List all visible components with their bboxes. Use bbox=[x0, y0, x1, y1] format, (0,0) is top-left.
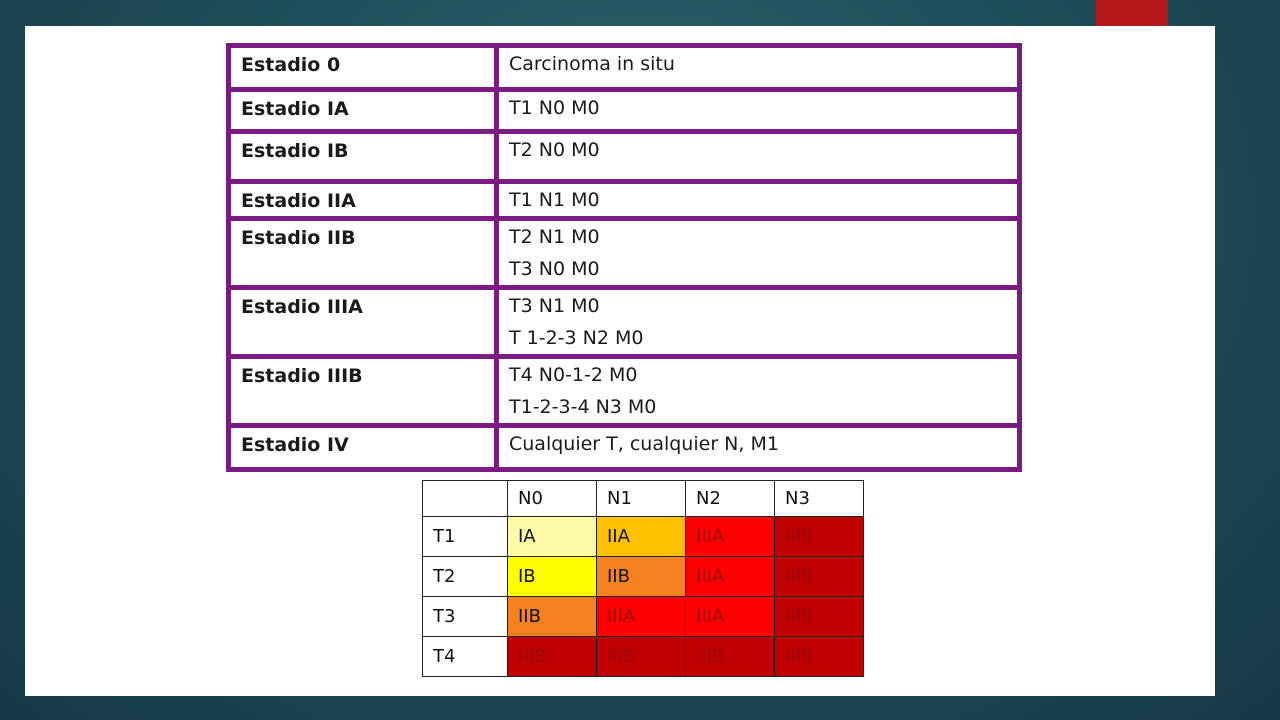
matrix-corner-cell bbox=[422, 480, 508, 517]
stage-tnm: Cualquier T, cualquier N, M1 bbox=[494, 423, 1022, 472]
staging-table: Estadio 0 Carcinoma in situ Estadio IA T1 N… bbox=[226, 43, 1022, 472]
stage-name: Estadio IA bbox=[226, 87, 499, 134]
accent-tab bbox=[1096, 0, 1168, 26]
matrix-row: T2 IB IIB IIIA IIIB bbox=[422, 556, 864, 597]
matrix-row-header: T1 bbox=[422, 516, 508, 557]
tnm-line: T3 N1 M0 bbox=[509, 295, 600, 317]
matrix-row: T3 IIB IIIA IIIA IIIB bbox=[422, 596, 864, 637]
matrix-cell: IIIA bbox=[685, 516, 775, 557]
staging-row: Estadio IIB T2 N1 M0 T3 N0 M0 bbox=[226, 216, 1022, 290]
tnm-line: T3 N0 M0 bbox=[509, 258, 600, 280]
matrix-cell: IIA bbox=[596, 516, 686, 557]
matrix-cell: IIB bbox=[507, 596, 597, 637]
matrix-cell: IIIB bbox=[596, 636, 686, 677]
matrix-row-header: T4 bbox=[422, 636, 508, 677]
staging-row: Estadio IIIA T3 N1 M0 T 1-2-3 N2 M0 bbox=[226, 285, 1022, 359]
matrix-col-header: N2 bbox=[685, 480, 775, 517]
stage-name: Estadio IIA bbox=[226, 179, 499, 221]
stage-name: Estadio IIB bbox=[226, 216, 499, 290]
staging-row: Estadio IIA T1 N1 M0 bbox=[226, 179, 1022, 221]
matrix-col-header: N0 bbox=[507, 480, 597, 517]
stage-tnm: T1 N0 M0 bbox=[494, 87, 1022, 134]
matrix-col-header: N1 bbox=[596, 480, 686, 517]
matrix-cell: IIIB bbox=[774, 516, 864, 557]
matrix-cell: IIIB bbox=[774, 636, 864, 677]
stage-name: Estadio IB bbox=[226, 129, 499, 184]
staging-row: Estadio IA T1 N0 M0 bbox=[226, 87, 1022, 134]
matrix-cell: IIIB bbox=[774, 596, 864, 637]
matrix-cell: IIIA bbox=[685, 596, 775, 637]
tnm-line: T1 N1 M0 bbox=[509, 189, 600, 211]
stage-tnm: T2 N1 M0 T3 N0 M0 bbox=[494, 216, 1022, 290]
staging-row: Estadio IB T2 N0 M0 bbox=[226, 129, 1022, 184]
stage-name: Estadio IV bbox=[226, 423, 499, 472]
stage-tnm: T2 N0 M0 bbox=[494, 129, 1022, 184]
tnm-line: T2 N1 M0 bbox=[509, 226, 600, 248]
tnm-line: Cualquier T, cualquier N, M1 bbox=[509, 433, 779, 455]
stage-name: Estadio 0 bbox=[226, 43, 499, 92]
matrix-cell: IA bbox=[507, 516, 597, 557]
tnm-line: Carcinoma in situ bbox=[509, 53, 675, 75]
stage-tnm: T4 N0-1-2 M0 T1-2-3-4 N3 M0 bbox=[494, 354, 1022, 428]
matrix-row: T4 IIIB IIIB IIIB IIIB bbox=[422, 636, 864, 677]
staging-row: Estadio 0 Carcinoma in situ bbox=[226, 43, 1022, 92]
tnm-line: T 1-2-3 N2 M0 bbox=[509, 327, 644, 349]
matrix-cell: IB bbox=[507, 556, 597, 597]
matrix-cell: IIB bbox=[596, 556, 686, 597]
stage-tnm: T1 N1 M0 bbox=[494, 179, 1022, 221]
matrix-header-row: N0 N1 N2 N3 bbox=[422, 480, 864, 517]
stage-tnm: T3 N1 M0 T 1-2-3 N2 M0 bbox=[494, 285, 1022, 359]
matrix-cell: IIIA bbox=[596, 596, 686, 637]
tnm-line: T1-2-3-4 N3 M0 bbox=[509, 396, 657, 418]
matrix-row: T1 IA IIA IIIA IIIB bbox=[422, 516, 864, 557]
matrix-row-header: T2 bbox=[422, 556, 508, 597]
tnm-matrix: N0 N1 N2 N3 T1 IA IIA IIIA IIIB T2 IB IIB IIIA II… bbox=[422, 480, 864, 677]
tnm-line: T1 N0 M0 bbox=[509, 97, 600, 119]
stage-tnm: Carcinoma in situ bbox=[494, 43, 1022, 92]
matrix-cell: IIIB bbox=[507, 636, 597, 677]
matrix-cell: IIIA bbox=[685, 556, 775, 597]
tnm-line: T4 N0-1-2 M0 bbox=[509, 364, 638, 386]
staging-row: Estadio IV Cualquier T, cualquier N, M1 bbox=[226, 423, 1022, 472]
staging-row: Estadio IIIB T4 N0-1-2 M0 T1-2-3-4 N3 M0 bbox=[226, 354, 1022, 428]
stage-name: Estadio IIIB bbox=[226, 354, 499, 428]
stage-name: Estadio IIIA bbox=[226, 285, 499, 359]
matrix-col-header: N3 bbox=[774, 480, 864, 517]
matrix-cell: IIIB bbox=[774, 556, 864, 597]
matrix-cell: IIIB bbox=[685, 636, 775, 677]
slide-content: Estadio 0 Carcinoma in situ Estadio IA T1 N… bbox=[25, 26, 1215, 696]
matrix-row-header: T3 bbox=[422, 596, 508, 637]
tnm-line: T2 N0 M0 bbox=[509, 139, 600, 161]
